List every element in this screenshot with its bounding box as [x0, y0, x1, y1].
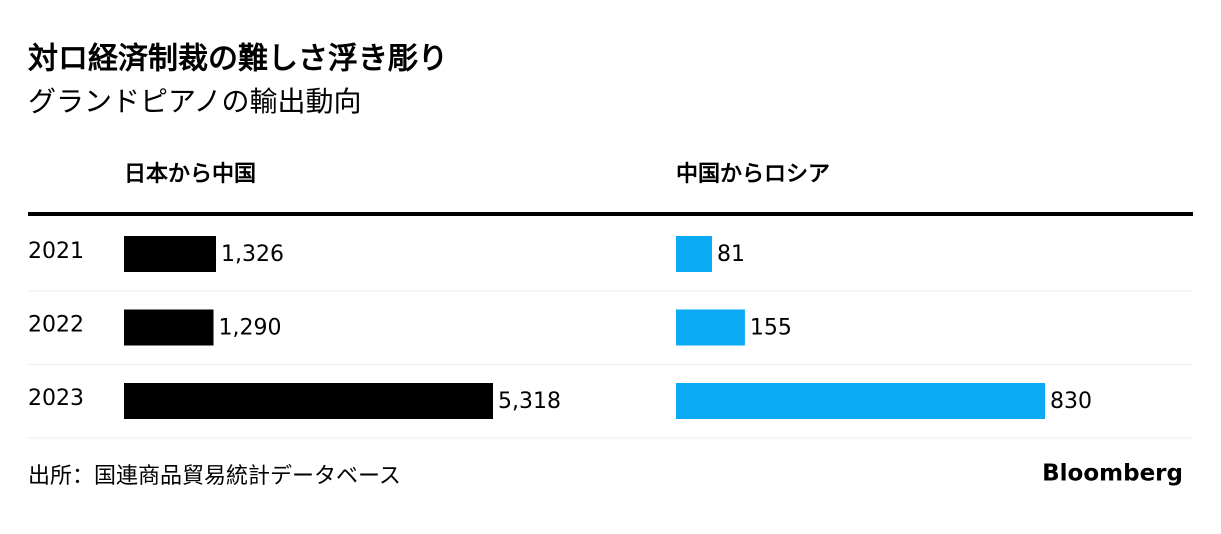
panel-title: 日本から中国: [124, 162, 256, 187]
panel-title: 中国からロシア: [676, 162, 830, 187]
chart-title: 対ロ経済制裁の難しさ浮き彫り: [28, 42, 448, 77]
source: 出所：国連商品貿易統計データベース: [28, 464, 401, 489]
value-label: 5,318: [498, 389, 561, 414]
value-label: 1,290: [219, 316, 282, 341]
value-label: 1,326: [221, 242, 284, 267]
bar: [676, 309, 745, 346]
value-label: 830: [1050, 389, 1092, 414]
bar: [124, 236, 217, 272]
bar: [124, 309, 214, 346]
category-label: 2021: [28, 239, 84, 264]
bar: [124, 383, 493, 419]
value-label: 155: [750, 316, 792, 341]
credit: Bloomberg: [1042, 461, 1183, 487]
category-label: 2022: [28, 313, 84, 338]
value-label: 81: [717, 242, 745, 267]
bar: [676, 236, 713, 272]
category-label: 2023: [28, 386, 84, 411]
bar: [676, 383, 1045, 419]
chart-subtitle: グランドピアノの輸出動向: [28, 85, 361, 118]
